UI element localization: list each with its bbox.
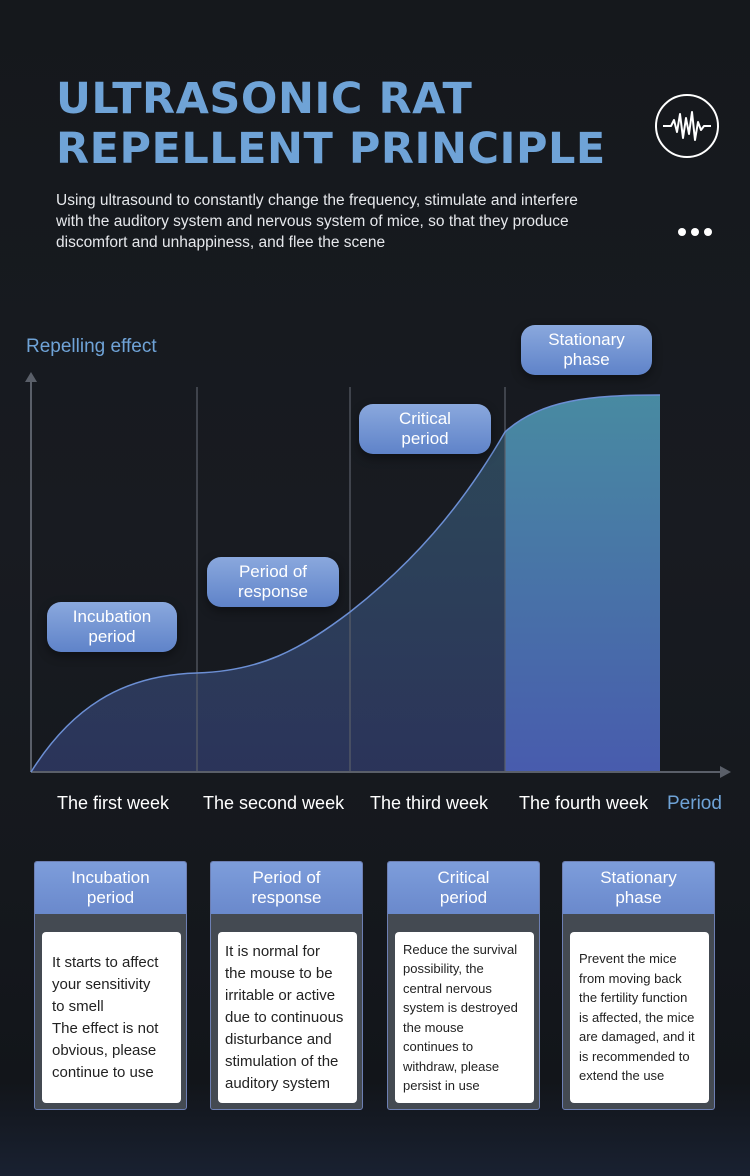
card-content: It starts to affect your sensitivity to … [42,932,181,1103]
area-fill-stationary [505,395,660,772]
phase-card-stationary: Stationary phase Prevent the mice from m… [562,861,715,1110]
x-tick-label: The fourth week [519,793,649,813]
x-axis-label: Period [667,793,722,814]
sound-wave-icon [655,94,719,158]
card-title: Stationary phase [563,862,714,914]
phase-dividers [196,387,506,772]
card-content: It is normal for the mouse to be irritab… [218,932,357,1103]
chart-area-fill [31,395,660,772]
phase-card-critical: Critical period Reduce the survival poss… [387,861,540,1110]
area-fill-early [31,432,505,772]
phase-card-incubation: Incubation period It starts to affect yo… [34,861,187,1110]
y-axis-arrow [25,372,37,382]
repelling-effect-chart [25,372,731,778]
x-tick-label: The first week [57,793,170,813]
effect-curve [30,394,661,773]
card-text: Prevent the mice from moving back the fe… [579,951,695,1084]
card-content: Reduce the survival possibility, the cen… [395,932,534,1103]
x-tick-label: The second week [203,793,345,813]
phase-label-response: Period of response [207,557,339,607]
phase-label-stationary: Stationary phase [521,325,652,375]
card-text: It is normal for the mouse to be irritab… [225,942,344,1092]
page-subtitle: Using ultrasound to constantly change th… [56,192,578,251]
x-axis-arrow [720,766,731,778]
card-title: Period of response [211,862,362,914]
x-tick-label: The third week [370,793,489,813]
y-axis-label: Repelling effect [26,336,157,357]
card-title: Incubation period [35,862,186,914]
phase-card-response: Period of response It is normal for the … [210,861,363,1110]
phase-label-incubation: Incubation period [47,602,177,652]
card-text: Reduce the survival possibility, the cen… [403,941,518,1094]
card-content: Prevent the mice from moving back the fe… [570,932,709,1103]
page-title: ULTRASONIC RAT REPELLENT PRINCIPLE [56,74,606,174]
phase-label-critical: Critical period [359,404,491,454]
card-text: It starts to affect your sensitivity to … [52,953,159,1081]
card-title: Critical period [388,862,539,914]
more-dots-icon[interactable] [678,222,718,242]
